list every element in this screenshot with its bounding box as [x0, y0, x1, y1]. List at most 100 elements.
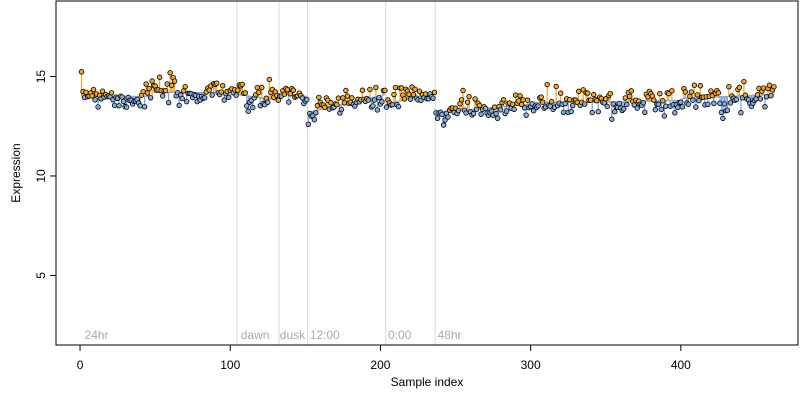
data-point	[165, 99, 172, 106]
data-point	[682, 89, 689, 95]
x-tick-label: 400	[671, 358, 691, 372]
data-point	[696, 97, 702, 104]
data-point	[741, 78, 747, 85]
annotation-label: 12:00	[310, 328, 340, 342]
data-point	[717, 100, 723, 107]
data-point	[640, 100, 646, 106]
data-point	[398, 85, 405, 91]
plot-frame	[55, 0, 799, 346]
vertical-reference-lines	[236, 1, 436, 345]
data-point	[221, 97, 227, 103]
data-point	[338, 106, 345, 113]
data-point	[242, 90, 248, 96]
data-point	[78, 69, 85, 75]
data-point	[560, 109, 567, 116]
data-point	[720, 115, 726, 122]
data-point	[762, 104, 768, 110]
data-point	[738, 110, 744, 116]
data-point	[167, 70, 173, 76]
data-point	[137, 103, 143, 109]
data-point	[595, 108, 601, 115]
data-point	[466, 93, 472, 100]
data-point	[250, 104, 256, 111]
data-point	[416, 88, 423, 94]
data-point	[374, 107, 381, 113]
annotations: 24hr dawn dusk 12:00 0:00 48hr	[85, 328, 462, 342]
data-point	[562, 100, 568, 107]
data-point	[524, 97, 531, 103]
annotation-label: dawn	[241, 328, 270, 342]
data-point	[455, 107, 462, 114]
data-point	[718, 109, 725, 116]
data-point	[143, 81, 149, 87]
data-point	[669, 88, 675, 94]
data-point	[651, 97, 657, 103]
data-point	[290, 87, 297, 93]
data-point	[628, 88, 634, 94]
data-point	[520, 97, 526, 103]
data-point	[305, 121, 312, 127]
data-point	[341, 100, 348, 106]
data-point	[365, 97, 372, 103]
data-point	[233, 92, 239, 98]
data-point	[391, 91, 397, 98]
data-point	[281, 91, 288, 97]
data-point	[697, 83, 704, 89]
data-point	[631, 102, 637, 108]
data-point	[491, 104, 498, 110]
x-axis: 0 100 200 300 400	[77, 345, 691, 372]
data-point	[256, 89, 262, 96]
data-point	[568, 108, 574, 115]
data-point	[607, 90, 613, 97]
data-point	[367, 86, 373, 93]
data-point	[209, 92, 215, 98]
data-point	[771, 84, 777, 90]
data-point	[544, 81, 550, 88]
data-point	[235, 87, 241, 93]
data-point	[147, 95, 154, 101]
data-point	[89, 93, 95, 99]
data-point	[634, 105, 640, 111]
data-point	[434, 115, 441, 122]
annotation-label: 48hr	[438, 328, 462, 342]
data-point	[140, 88, 146, 95]
data-point	[144, 90, 151, 96]
data-point	[493, 110, 499, 117]
data-point	[265, 99, 271, 105]
data-point	[672, 110, 678, 116]
data-points	[78, 69, 777, 128]
data-point	[159, 93, 166, 99]
data-point	[286, 99, 292, 105]
data-point	[678, 99, 684, 105]
data-point	[523, 112, 529, 118]
y-tick-label: 5	[34, 272, 48, 279]
data-point	[287, 91, 294, 97]
data-point	[376, 95, 382, 101]
data-point	[373, 84, 379, 91]
data-point	[610, 101, 616, 107]
data-point	[652, 107, 659, 113]
data-point	[679, 104, 686, 110]
x-tick-label: 200	[370, 358, 390, 372]
data-point	[149, 78, 155, 84]
data-point	[266, 76, 272, 83]
data-point	[430, 95, 436, 101]
data-point	[328, 100, 334, 106]
data-point	[407, 96, 414, 102]
data-point	[334, 101, 340, 108]
data-point	[218, 89, 224, 95]
data-point	[120, 98, 127, 105]
y-axis: 5 10 15	[34, 70, 56, 279]
data-point	[624, 101, 630, 108]
data-point	[343, 87, 349, 94]
data-point	[395, 103, 402, 110]
data-point	[322, 104, 328, 111]
data-point	[657, 90, 663, 97]
data-point	[401, 96, 408, 102]
data-point	[609, 116, 615, 122]
data-point	[439, 111, 445, 118]
data-point	[736, 84, 743, 91]
data-point	[460, 87, 466, 94]
annotation-label: dusk	[280, 328, 306, 342]
